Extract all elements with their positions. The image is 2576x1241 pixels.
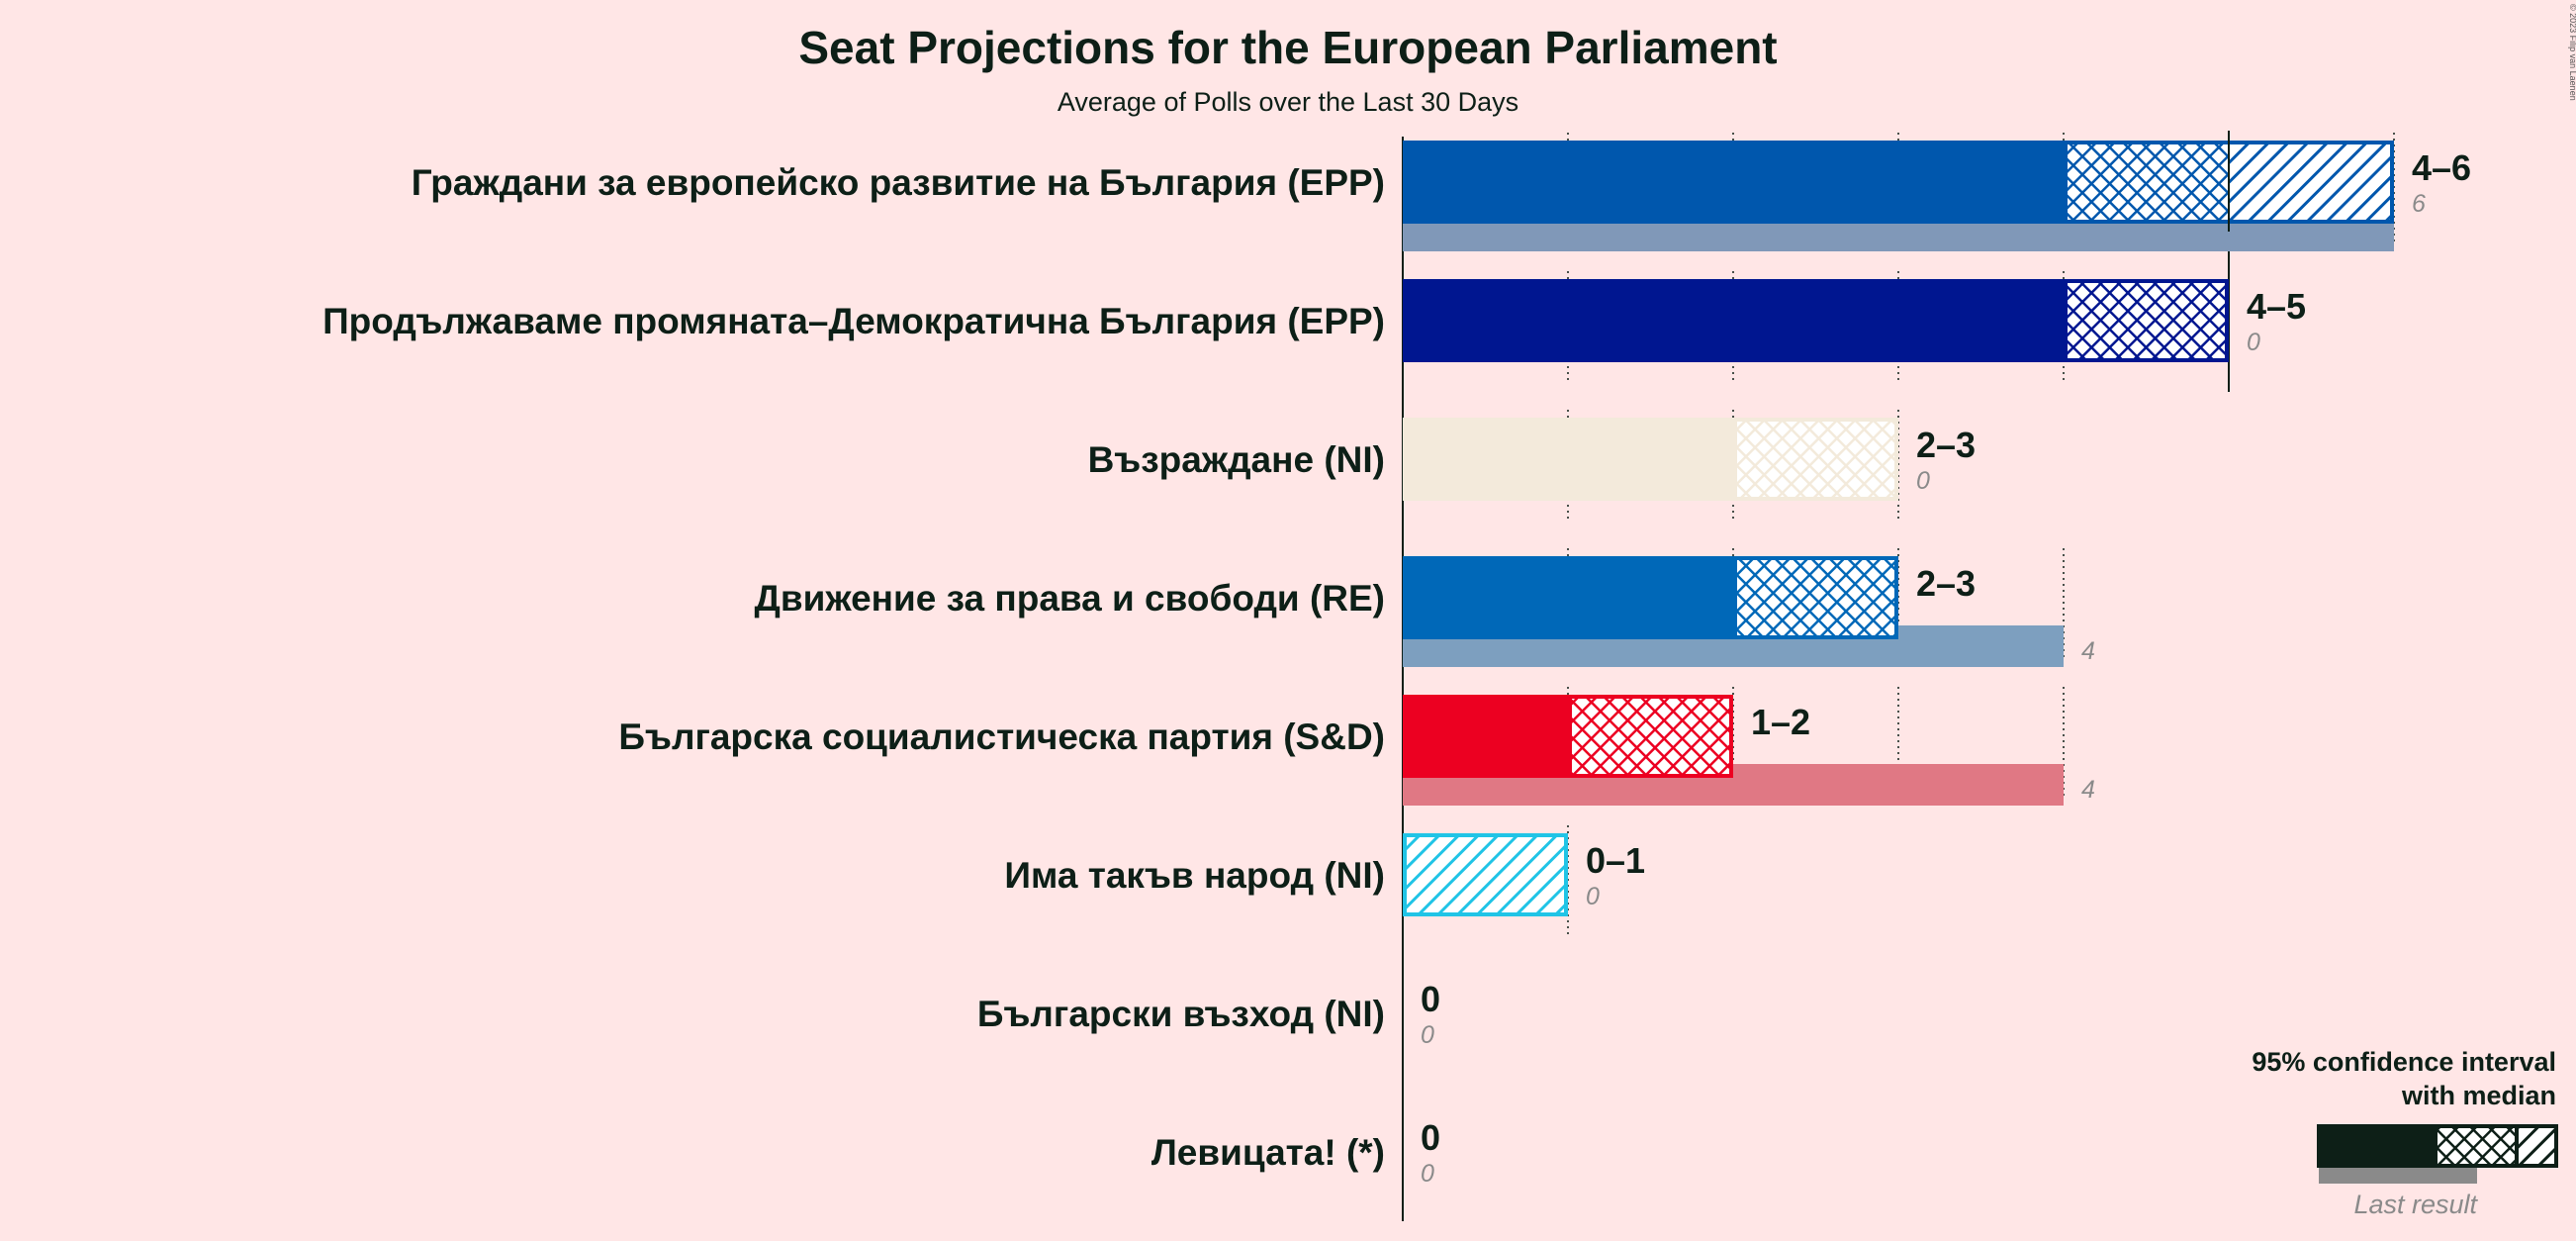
bar-crosshatch [2064, 141, 2229, 224]
party-label: Продължаваме промяната–Демократична Бълг… [322, 301, 1385, 341]
bars-group [1403, 133, 2394, 916]
party-label: Българска социалистическа партия (S&D) [618, 716, 1385, 757]
range-label: 2–3 [1916, 563, 1976, 604]
legend-outline [2317, 1124, 2558, 1168]
legend-last-result-label: Last result [2353, 1190, 2478, 1219]
legend-title-line1: 95% confidence interval [2252, 1047, 2556, 1077]
interval-outline [1403, 833, 1568, 916]
labels-group: Граждани за европейско развитие на Бълга… [322, 147, 2471, 1188]
interval-outline [1568, 695, 1733, 778]
bar-hatch [2229, 141, 2394, 224]
party-label: Движение за права и свободи (RE) [754, 578, 1385, 619]
range-label: 2–3 [1916, 425, 1976, 465]
last-result-label: 4 [2081, 776, 2095, 804]
legend-title-line2: with median [2401, 1081, 2556, 1110]
last-result-label: 0 [1916, 467, 1930, 495]
party-label: Има такъв народ (NI) [1004, 855, 1385, 896]
bar-crosshatch [1733, 418, 1898, 501]
chart-title: Seat Projections for the European Parlia… [798, 22, 1777, 73]
legend-solid-bar [2319, 1126, 2438, 1166]
bar-solid [1403, 279, 2064, 362]
interval-outline [1733, 556, 1898, 639]
bar-crosshatch [1733, 556, 1898, 639]
interval-outline [1733, 418, 1898, 501]
bar-crosshatch [1568, 695, 1733, 778]
interval-outline [2064, 279, 2229, 362]
chart-subtitle: Average of Polls over the Last 30 Days [1058, 87, 1518, 117]
last-result-label: 6 [2412, 190, 2426, 218]
range-label: 4–6 [2412, 147, 2471, 188]
last-result-label: 0 [2247, 329, 2260, 356]
party-label: Възраждане (NI) [1088, 439, 1385, 480]
legend-crosshatch-bar [2438, 1126, 2517, 1166]
bar-solid [1403, 695, 1568, 778]
bar-solid [1403, 141, 2064, 224]
bar-crosshatch [2064, 279, 2229, 362]
last-result-label: 4 [2081, 637, 2095, 665]
range-label: 4–5 [2247, 286, 2306, 327]
last-result-label: 0 [1421, 1160, 1434, 1188]
party-label: Български възход (NI) [977, 994, 1385, 1034]
legend-hatch-bar [2517, 1126, 2556, 1166]
copyright-notice: © 2023 Filip van Laenen [2568, 4, 2576, 101]
last-result-label: 0 [1586, 883, 1600, 910]
bar-solid [1403, 418, 1733, 501]
party-label: Граждани за европейско развитие на Бълга… [412, 162, 1385, 203]
party-label: Левицата! (*) [1151, 1132, 1385, 1173]
last-result-label: 0 [1421, 1021, 1434, 1049]
bar-hatch [1403, 833, 1568, 916]
range-label: 0–1 [1586, 840, 1645, 881]
range-label: 1–2 [1751, 702, 1810, 742]
range-label: 0 [1421, 1117, 1440, 1158]
bar-solid [1403, 556, 1733, 639]
range-label: 0 [1421, 979, 1440, 1019]
legend: 95% confidence interval with median Last… [2252, 1047, 2558, 1219]
